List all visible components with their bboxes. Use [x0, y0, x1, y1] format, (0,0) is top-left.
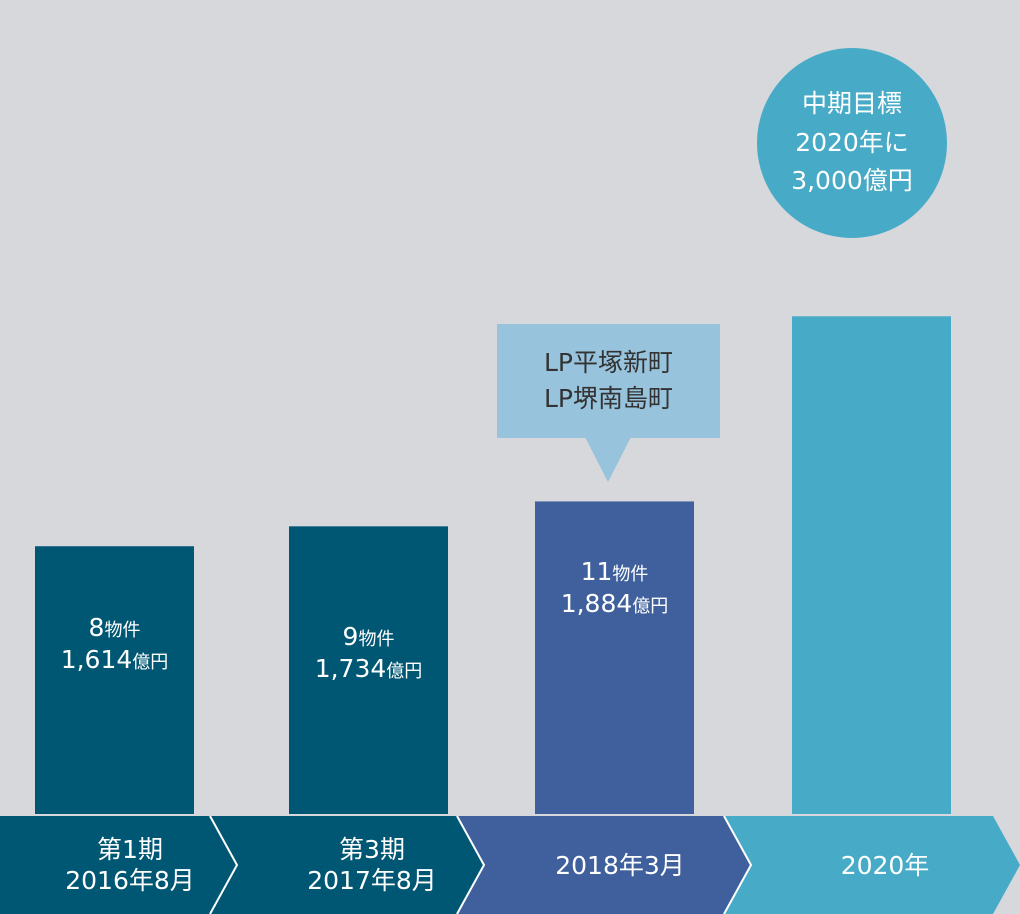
bar-label: 8物件 1,614億円: [15, 612, 215, 676]
bar-amount: 1,614億円: [60, 645, 169, 675]
timeline-arrow-3: [724, 816, 1020, 914]
bar-label: 11物件 1,884億円: [515, 556, 715, 620]
timeline-label-line-1: 第1期: [97, 835, 163, 864]
timeline-label: 第3期 2017年8月: [262, 834, 482, 897]
timeline-arrow-0: [0, 816, 237, 914]
timeline-label-line-1: 2018年3月: [555, 851, 685, 880]
goal-line-3: 3,000億円: [791, 166, 913, 196]
callout-pointer: [585, 437, 631, 482]
timeline-arrow-2: [457, 816, 751, 914]
bar-amount: 1,884億円: [560, 589, 669, 619]
goal-circle: 中期目標 2020年に 3,000億円: [757, 48, 947, 238]
timeline-separator-1: [456, 815, 486, 914]
bar-3: [792, 316, 951, 814]
timeline-label-line-1: 第3期: [339, 835, 405, 864]
timeline-label: 2018年3月: [510, 850, 730, 881]
timeline-label-line-2: 2016年8月: [65, 866, 195, 896]
bar-amount: 1,734億円: [314, 654, 423, 684]
goal-line-1: 中期目標: [801, 88, 902, 118]
bar-count: 11物件: [580, 557, 649, 587]
callout-box-text: LP平塚新町 LP堺南島町: [497, 324, 720, 438]
bar-1: [289, 526, 448, 814]
bar-label: 9物件 1,734億円: [269, 621, 469, 685]
timeline-label: 2020年: [775, 850, 995, 881]
bar-2: [535, 501, 694, 814]
timeline-separator-2: [723, 815, 753, 914]
timeline-separator-0: [209, 815, 239, 914]
callout-box: [497, 324, 720, 438]
goal-line-2: 2020年に: [795, 127, 909, 157]
timeline-label-line-1: 2020年: [840, 851, 930, 880]
callout-line-1: LP平塚新町: [543, 347, 673, 377]
timeline-label-line-2: 2017年8月: [307, 866, 437, 896]
bar-count: 8物件: [88, 613, 141, 643]
bar-0: [35, 546, 194, 814]
callout-line-2: LP堺南島町: [543, 384, 673, 413]
bar-count: 9物件: [342, 622, 395, 652]
timeline-arrow-1: [210, 816, 484, 914]
timeline-label: 第1期 2016年8月: [20, 834, 240, 897]
